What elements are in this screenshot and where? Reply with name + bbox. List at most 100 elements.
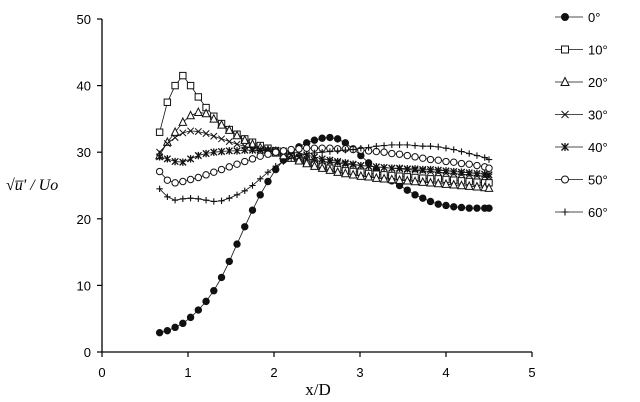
- series-0deg-point: [434, 200, 442, 208]
- series-50deg-point: [473, 161, 481, 170]
- series-0deg-point: [155, 328, 164, 337]
- series-50deg-point: [302, 144, 311, 152]
- series-20deg-point: [379, 173, 389, 183]
- legend-label: 50°: [588, 173, 608, 188]
- legend-marker: [560, 76, 570, 86]
- series-60deg-point: [326, 148, 334, 155]
- series-20deg-point: [224, 124, 234, 134]
- series-0deg-point: [186, 313, 195, 322]
- series-20deg-point: [348, 169, 358, 179]
- series-40deg-point: [241, 146, 249, 154]
- legend-marker: [561, 208, 569, 216]
- legend-label: 0°: [588, 10, 600, 25]
- legend-entry-20deg: 20°: [555, 75, 608, 90]
- y-tick-label: 20: [77, 212, 91, 227]
- series-60deg-point: [349, 146, 357, 153]
- legend-entry-10deg: 10°: [555, 43, 608, 58]
- series-0deg-point: [248, 206, 257, 214]
- legend-marker: [561, 110, 569, 119]
- series-40deg-point: [419, 165, 427, 174]
- series-0deg-point: [465, 204, 473, 212]
- series-0deg-point: [310, 136, 319, 144]
- series-0deg-point: [233, 240, 241, 248]
- series-40deg-point: [442, 167, 450, 175]
- series-40deg-point: [233, 147, 241, 155]
- series-10deg-point: [186, 81, 195, 90]
- series-20deg-point: [395, 174, 405, 184]
- series-60deg-point: [187, 194, 194, 202]
- legend-label: 20°: [588, 75, 608, 90]
- series-0deg-point: [241, 223, 249, 231]
- series-50deg-point: [233, 160, 241, 168]
- series-40deg-point: [450, 167, 458, 176]
- series-60deg-point: [210, 198, 217, 205]
- series-40deg-point: [333, 157, 342, 166]
- series-40deg-point: [341, 159, 350, 167]
- series-20deg-point: [333, 166, 343, 176]
- series-50deg-point: [442, 157, 450, 166]
- series-50deg-point: [380, 148, 388, 156]
- series-20deg-point: [201, 108, 211, 118]
- series-30deg-point: [225, 137, 233, 146]
- series-60deg-point: [427, 143, 434, 150]
- series-30deg-point: [179, 129, 187, 137]
- series-60deg-point: [442, 145, 450, 152]
- series-30deg-point: [163, 139, 171, 148]
- series-60deg-point: [365, 144, 372, 151]
- legend-label: 40°: [588, 140, 608, 155]
- series-20deg: [155, 106, 494, 192]
- series-60deg-point: [264, 168, 272, 176]
- series-20deg-point: [232, 130, 242, 140]
- series-0deg-point: [202, 297, 210, 306]
- series-40deg-point: [186, 155, 195, 163]
- series-40deg-point: [473, 169, 481, 178]
- series-60deg-point: [272, 162, 279, 170]
- series-0deg-point: [457, 203, 466, 212]
- series-60deg-point: [342, 147, 349, 154]
- series-20deg-point: [186, 110, 196, 120]
- series-60deg-point: [311, 149, 318, 157]
- series-60deg-point: [179, 195, 187, 203]
- series-20deg-point: [464, 180, 474, 190]
- series-10deg-point: [163, 98, 172, 106]
- series-30deg-point: [202, 129, 210, 138]
- series-20deg-point: [294, 155, 304, 165]
- series-20deg-point: [441, 178, 451, 188]
- series-60deg-point: [450, 146, 457, 153]
- series-0deg-point: [318, 134, 326, 142]
- series-20deg-point: [325, 164, 335, 174]
- series-50deg-point: [264, 150, 272, 158]
- series-20deg-point: [418, 176, 428, 186]
- series-0deg-point: [333, 135, 342, 143]
- series-20deg-point: [209, 113, 219, 123]
- series-0deg-point: [411, 191, 419, 199]
- series-60deg-point: [435, 143, 442, 151]
- series-60deg-point: [280, 158, 287, 165]
- series-60deg-point: [396, 141, 403, 149]
- series-0deg-point: [163, 326, 172, 335]
- legend-label: 30°: [588, 108, 608, 123]
- series-30deg-point: [233, 140, 241, 148]
- series-20deg-point: [217, 119, 227, 129]
- series-40deg-point: [179, 158, 187, 166]
- series-60deg-point: [318, 149, 326, 156]
- series-60deg-point: [164, 193, 171, 201]
- x-tick-label: 3: [356, 365, 363, 380]
- series-0deg-point: [264, 177, 272, 186]
- series-40deg-point: [171, 157, 179, 166]
- series-40deg-point: [357, 161, 365, 170]
- series-60deg-point: [473, 152, 481, 159]
- series-20deg-point: [178, 116, 188, 126]
- series-60deg-point: [171, 196, 179, 204]
- series-20deg-point: [170, 126, 180, 136]
- legend-entry-60deg: 60°: [555, 205, 608, 220]
- series-60deg-point: [195, 195, 202, 203]
- series-50deg-point: [450, 158, 458, 166]
- series-50deg-point: [395, 150, 404, 158]
- series-40deg-point: [395, 164, 404, 172]
- plot-area: [155, 71, 494, 337]
- y-axis-title: √u̅' / Uo: [6, 177, 58, 194]
- series-50deg-point: [411, 153, 419, 161]
- series-0deg-point: [225, 257, 233, 266]
- x-tick-label: 1: [184, 365, 191, 380]
